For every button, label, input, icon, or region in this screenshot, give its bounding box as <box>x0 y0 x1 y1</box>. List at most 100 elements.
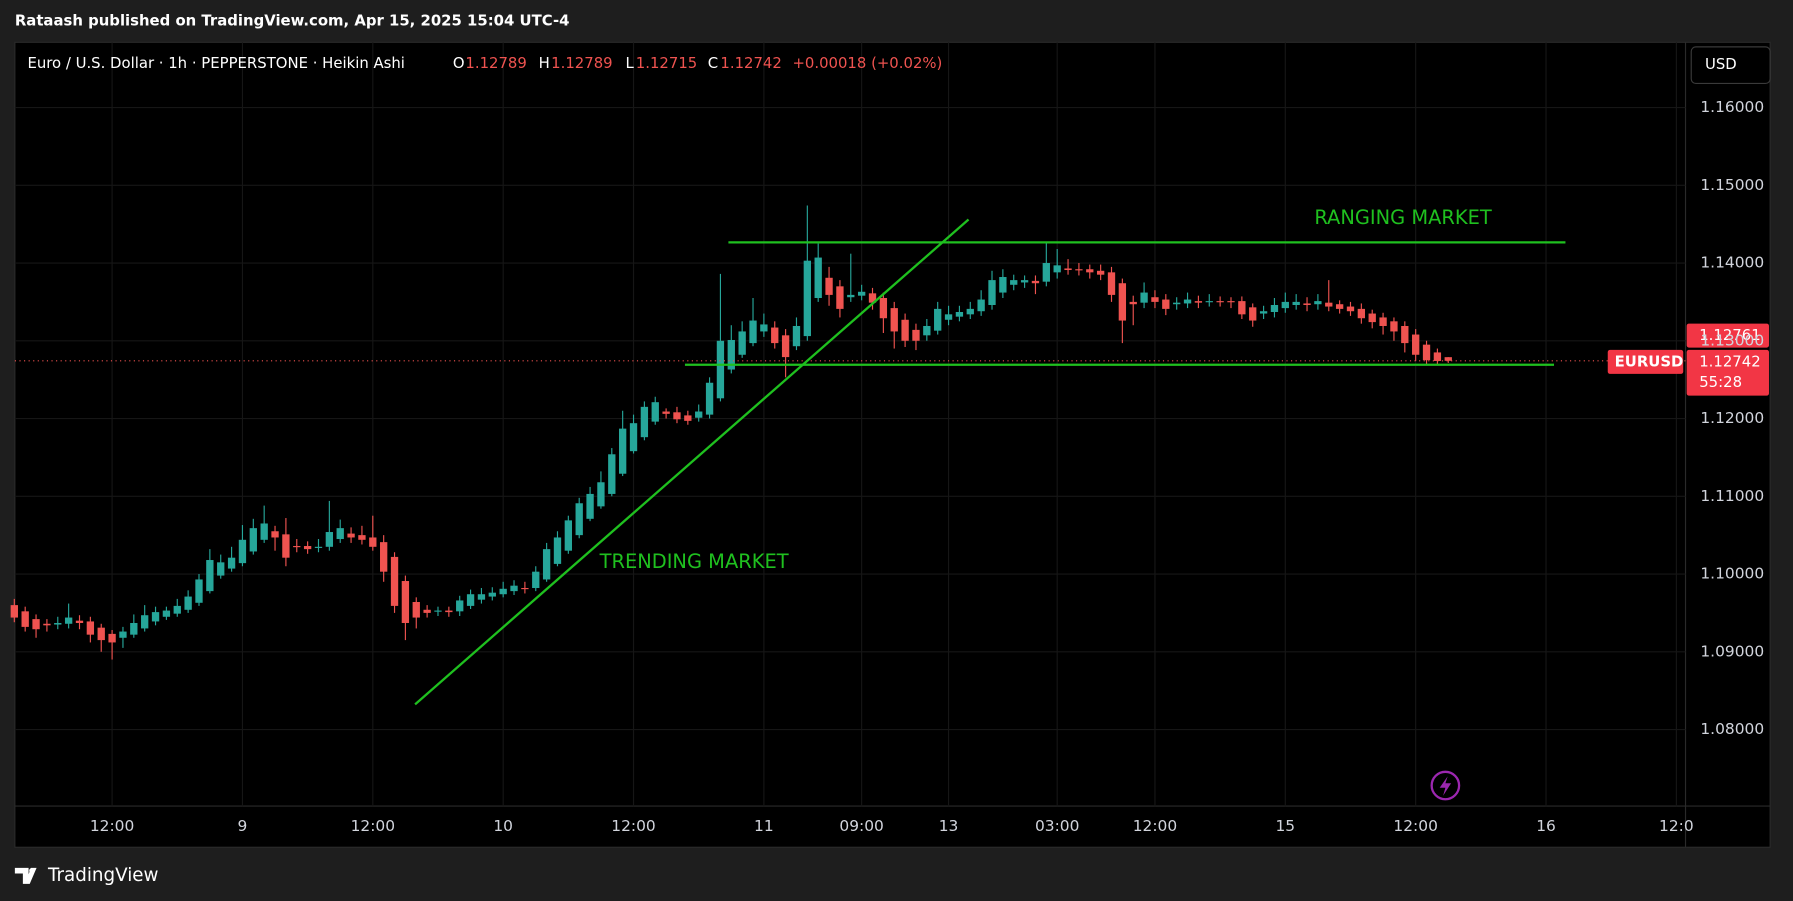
candle-body <box>1042 263 1050 282</box>
logo-icon <box>14 867 37 884</box>
candle-body <box>249 528 257 552</box>
ohlc-value: 1.12789 <box>465 54 526 72</box>
candle-body <box>1357 308 1366 319</box>
annotation: RANGING MARKET <box>1314 206 1492 229</box>
candle-body <box>1020 280 1029 283</box>
candle-body <box>803 260 811 337</box>
candle-body <box>1281 301 1289 309</box>
candle-body <box>575 503 583 536</box>
x-tick-label: 12:00 <box>1133 817 1177 835</box>
candle-body <box>466 594 475 606</box>
candle-body <box>314 546 323 548</box>
candle-body <box>597 482 605 507</box>
candle-body <box>217 562 225 576</box>
candle-body <box>1086 269 1094 273</box>
alert-icon[interactable] <box>1430 770 1461 801</box>
candle-body <box>771 327 779 344</box>
candle-body <box>651 402 659 422</box>
candle-body <box>238 539 247 564</box>
candle-body <box>1064 268 1072 271</box>
candle-body <box>499 588 507 595</box>
candle-body <box>1390 321 1398 332</box>
candle-body <box>227 557 236 569</box>
alert-bolt <box>1439 776 1452 796</box>
candle-body <box>43 623 51 626</box>
candle-body <box>445 610 453 613</box>
x-tick-label: 10 <box>493 817 513 835</box>
y-tick-label: 1.09000 <box>1700 642 1764 660</box>
candle-body <box>184 596 192 610</box>
candle-body <box>868 293 877 303</box>
candle-body <box>54 622 62 625</box>
candle-body <box>130 622 138 635</box>
ohlc-label: H <box>539 54 550 72</box>
annotation: TRENDING MARKET <box>599 550 789 573</box>
x-tick-label: 12:00 <box>351 817 395 835</box>
candle-body <box>173 605 181 614</box>
candle-body <box>434 610 442 612</box>
candle-body <box>1183 299 1192 304</box>
symbol: EURUSD <box>1615 352 1684 370</box>
candle-body <box>206 560 214 592</box>
candle-body <box>1216 301 1224 303</box>
candle-body <box>586 493 594 519</box>
candle-body <box>1031 280 1040 284</box>
candle-body <box>912 329 920 341</box>
last-price: 1.12742 <box>1699 352 1760 370</box>
candle-body <box>477 594 486 600</box>
candle-body <box>1227 301 1235 303</box>
candle-body <box>108 633 116 643</box>
candle-body <box>1444 357 1452 361</box>
y-tick-label: 1.16000 <box>1700 98 1764 116</box>
candle-body <box>162 610 171 617</box>
x-tick-label: 12:00 <box>1393 817 1437 835</box>
byline: Rataash published on TradingView.com, Ap… <box>15 12 570 30</box>
drawings <box>414 218 1566 706</box>
candle-body <box>955 311 964 317</box>
candle-body <box>988 280 996 305</box>
currency-label[interactable]: USD <box>1705 55 1737 73</box>
candle-body <box>1107 272 1116 295</box>
candle-body <box>1412 334 1420 355</box>
ohlc-value: 1.12715 <box>636 54 697 72</box>
candle-body <box>814 257 822 299</box>
candle-body <box>781 335 790 358</box>
candle-body <box>380 542 388 572</box>
candle-body <box>608 454 616 494</box>
ohlc-label: L <box>625 54 634 72</box>
candle-body <box>1162 299 1170 309</box>
candle-body <box>521 588 529 590</box>
x-tick-label: 12:00 <box>611 817 655 835</box>
x-tick-label: 13 <box>939 817 959 835</box>
candle-body <box>629 423 638 452</box>
currency-button[interactable] <box>1690 46 1771 85</box>
candle-body <box>792 325 801 347</box>
candle-body <box>32 619 40 630</box>
candle-body <box>901 319 909 341</box>
candle-body <box>64 617 73 624</box>
candle-body <box>1129 301 1137 305</box>
grid <box>14 42 1686 807</box>
change: +0.00018 (+0.02%) <box>792 54 942 72</box>
candle-body <box>1075 269 1083 271</box>
candle-body <box>944 314 953 320</box>
candle-body <box>456 600 464 612</box>
candle-body <box>1238 301 1246 315</box>
chart-pane <box>14 41 1771 848</box>
prev-price-tag <box>1686 323 1769 348</box>
candle-body <box>1010 280 1018 285</box>
candle-body <box>336 528 344 540</box>
candle-body <box>749 320 757 344</box>
x-tick-label: 15 <box>1275 817 1295 835</box>
ohlc-value: 1.12789 <box>551 54 612 72</box>
y-tick-label: 1.08000 <box>1700 720 1764 738</box>
candle-body <box>151 612 160 622</box>
candle-body <box>119 631 127 638</box>
candle-body <box>1151 297 1159 302</box>
candle-body <box>195 579 203 603</box>
candle-body <box>673 412 681 420</box>
candle-body <box>282 534 290 558</box>
candle-body <box>727 339 735 370</box>
candle-body <box>293 546 301 548</box>
